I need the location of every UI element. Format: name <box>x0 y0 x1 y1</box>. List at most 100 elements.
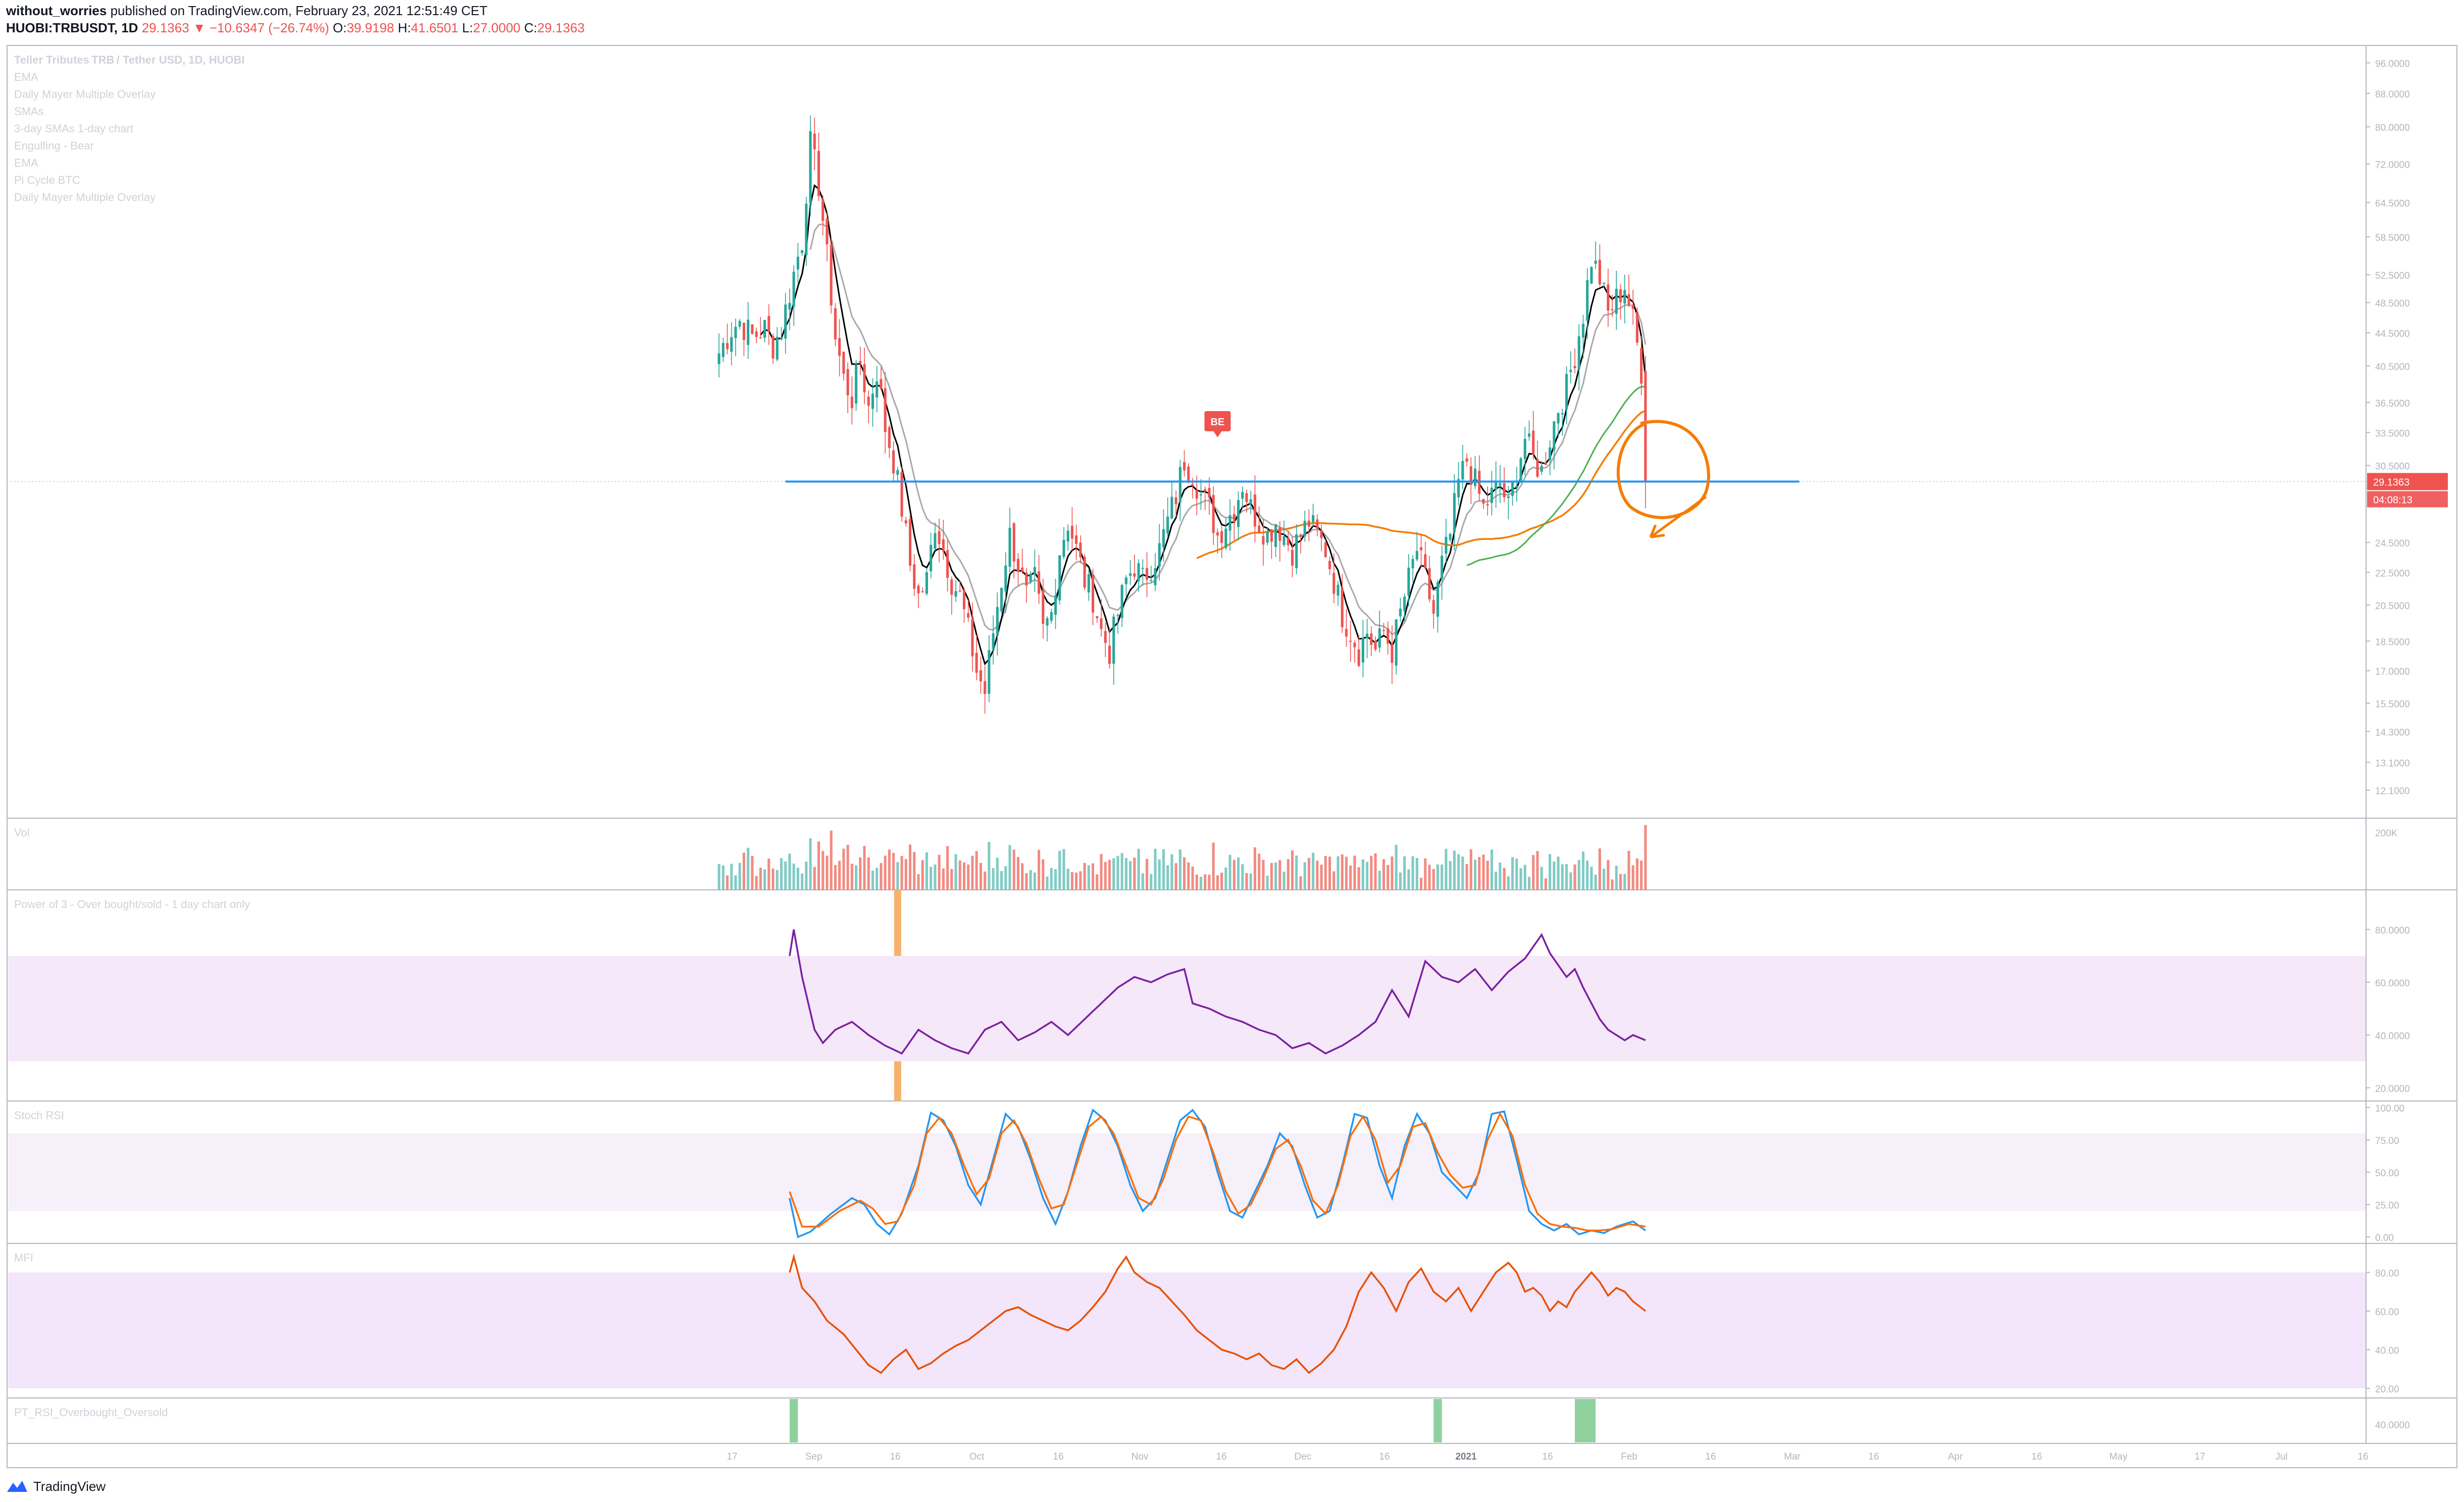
candle-body <box>1079 542 1082 558</box>
annotation-arrow[interactable] <box>1649 495 1707 538</box>
volume-bar <box>742 853 745 890</box>
candle-body <box>1241 491 1244 499</box>
volume-bar <box>1557 857 1560 890</box>
oscillator-pane-title[interactable]: Stoch RSI <box>14 1109 64 1122</box>
price-tick-label: 30.5000 <box>2375 462 2410 472</box>
volume-bar <box>1274 862 1277 890</box>
sma-line <box>809 223 1647 636</box>
candle-body <box>884 388 887 432</box>
indicator-legend-item[interactable]: Engulfing - Bear <box>14 139 94 152</box>
volume-bar <box>1141 873 1144 890</box>
price-tick-label: 15.5000 <box>2375 699 2410 710</box>
tradingview-brand[interactable]: TradingView <box>6 1474 106 1499</box>
candle-body <box>1644 371 1647 482</box>
indicator-legend-item[interactable]: EMA <box>14 157 38 169</box>
candle-body <box>992 633 995 649</box>
indicator-legend-item[interactable]: 3-day SMAs 1-day chart <box>14 122 133 135</box>
low-label: L: <box>462 20 473 35</box>
candle-body <box>1640 348 1643 384</box>
candle-body <box>1399 609 1402 617</box>
main-pane-title[interactable]: Teller Tributes TRB / Tether USD, 1D, HU… <box>14 54 245 66</box>
author-name[interactable]: without_worries <box>6 3 107 18</box>
oscillator-pane-title[interactable]: MFI <box>14 1251 33 1264</box>
candle-body <box>809 131 812 204</box>
volume-bar <box>1316 861 1319 890</box>
candle-body <box>1137 563 1140 581</box>
volume-bar <box>1553 861 1556 890</box>
volume-bar <box>1116 856 1119 890</box>
candle-body <box>1100 618 1103 629</box>
candle-body <box>1445 536 1448 554</box>
close-value: 29.1363 <box>537 20 585 35</box>
indicator-legend-item[interactable]: Daily Mayer Multiple Overlay <box>14 191 156 204</box>
candle-body <box>1145 568 1149 580</box>
candle-body <box>1178 467 1182 503</box>
candle-body <box>1561 413 1564 415</box>
pt-rsi-tick-label: 40.0000 <box>2375 1420 2410 1431</box>
last-price-tag[interactable] <box>2367 473 2448 490</box>
volume-bar <box>751 856 754 890</box>
symbol-label[interactable]: HUOBI:TRBUSDT, 1D <box>6 20 138 35</box>
volume-bar <box>813 867 816 890</box>
candle-body <box>1495 480 1498 490</box>
candle-body <box>1544 463 1547 465</box>
candle-body <box>1133 573 1136 577</box>
candle-body <box>842 352 845 374</box>
volume-bar <box>1199 876 1203 890</box>
time-tick-label: Jul <box>2275 1451 2287 1462</box>
candle-body <box>1174 497 1177 505</box>
candle-body <box>1603 282 1606 284</box>
volume-bar <box>1611 879 1614 890</box>
oscillator-tick-label: 60.0000 <box>2375 978 2410 989</box>
volume-bar <box>967 864 970 890</box>
candle-body <box>776 336 779 360</box>
candle-body <box>888 427 891 448</box>
candle-body <box>1635 312 1638 343</box>
price-tick-label: 36.5000 <box>2375 398 2410 409</box>
candle-body <box>958 590 961 592</box>
candle-body <box>1428 568 1431 599</box>
volume-bar <box>722 865 725 890</box>
engulfing-bear-marker[interactable] <box>1204 411 1231 432</box>
volume-bar <box>867 857 870 890</box>
oscillator-pane-title[interactable]: Power of 3 - Over bought/sold - 1 day ch… <box>14 898 250 911</box>
time-tick-label: Sep <box>805 1451 823 1462</box>
candle-body <box>913 564 916 589</box>
price-tick-label: 12.1000 <box>2375 786 2410 797</box>
time-tick-label: 2021 <box>1455 1451 1477 1462</box>
volume-bar <box>1395 844 1398 890</box>
indicator-legend-item[interactable]: Pi Cycle BTC <box>14 174 80 186</box>
candle-body <box>930 544 933 572</box>
oscillator-band <box>8 956 2366 1062</box>
indicator-legend-item[interactable]: SMAs <box>14 105 44 118</box>
candle-body <box>1328 561 1331 569</box>
volume-bar <box>1087 865 1090 890</box>
candle-body <box>1486 504 1489 506</box>
candle-body <box>1166 516 1169 534</box>
candle-body <box>1449 534 1452 540</box>
volume-bar <box>1549 854 1552 890</box>
indicator-legend-item[interactable]: EMA <box>14 71 38 83</box>
candle-body <box>1378 628 1381 648</box>
candle-body <box>900 472 903 517</box>
volume-bar <box>1204 874 1207 890</box>
mfi-line <box>789 1254 1646 1374</box>
candle-body <box>1075 535 1078 544</box>
pane-frame-vol <box>7 818 2457 890</box>
candle-body <box>1191 484 1194 485</box>
volume-bar <box>846 844 849 890</box>
volume-bar <box>1415 858 1418 890</box>
time-axis-frame <box>7 1443 2457 1468</box>
price-tick-label: 80.0000 <box>2375 123 2410 133</box>
candle-body <box>1141 568 1144 569</box>
oscillator-band <box>8 1133 2366 1211</box>
volume-bar <box>1532 855 1535 890</box>
candle-body <box>767 316 771 332</box>
engulfing-bear-label: BE <box>1210 417 1224 428</box>
volume-bar <box>854 865 858 890</box>
volume-bar <box>1603 868 1606 890</box>
volume-pane-title[interactable]: Vol <box>14 826 30 839</box>
indicator-legend-item[interactable]: Daily Mayer Multiple Overlay <box>14 88 156 101</box>
pt-rsi-pane-title[interactable]: PT_RSI_Overbought_Oversold <box>14 1406 168 1419</box>
